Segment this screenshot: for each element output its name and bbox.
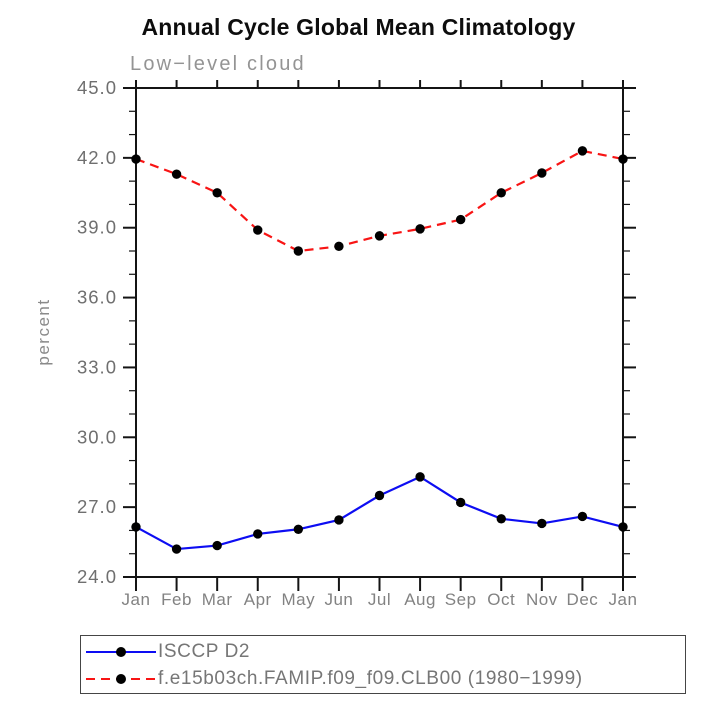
data-point-marker — [131, 154, 141, 164]
series-line-isccp-d2 — [135, 475, 624, 551]
legend-sample-dashed-line — [86, 673, 156, 685]
x-tick-label: Dec — [567, 590, 599, 609]
data-point-marker — [496, 514, 506, 524]
data-point-marker — [415, 472, 425, 482]
data-point-marker — [537, 168, 547, 178]
x-tick-label: Sep — [445, 590, 477, 609]
x-tick-label: May — [282, 590, 316, 609]
x-tick-label: Jan — [609, 590, 638, 609]
y-tick-label: 42.0 — [77, 147, 117, 168]
x-tick-label: Oct — [487, 590, 515, 609]
legend-sample-solid-line — [86, 646, 156, 658]
y-tick-label: 36.0 — [77, 287, 117, 308]
data-point-marker — [618, 154, 628, 164]
y-tick-label: 33.0 — [77, 356, 117, 377]
legend-row-isccp: ISCCP D2 — [81, 638, 685, 665]
data-point-marker — [537, 518, 547, 529]
data-point-marker — [577, 146, 588, 156]
x-tick-label: Jun — [324, 590, 353, 609]
data-point-marker — [496, 188, 506, 198]
x-tick-label: Apr — [244, 590, 272, 609]
data-point-marker — [253, 529, 263, 539]
data-point-marker — [455, 497, 466, 508]
chart-title: Annual Cycle Global Mean Climatology — [141, 14, 576, 40]
legend-box: ISCCP D2 f.e15b03ch.FAMIP.f09_f09.CLB00 … — [80, 635, 686, 694]
y-tick-label: 24.0 — [77, 566, 117, 587]
data-point-marker — [171, 544, 182, 554]
data-point-marker — [212, 188, 222, 198]
data-point-marker — [171, 169, 182, 179]
x-tick-label: Nov — [526, 590, 558, 609]
data-point-marker — [253, 225, 263, 235]
circle-marker-icon — [116, 673, 126, 684]
legend-label: ISCCP D2 — [158, 640, 251, 662]
x-tick-label: Feb — [161, 590, 192, 609]
data-point-marker — [577, 511, 588, 522]
legend-row-model: f.e15b03ch.FAMIP.f09_f09.CLB00 (1980−199… — [81, 665, 685, 692]
legend-label: f.e15b03ch.FAMIP.f09_f09.CLB00 (1980−199… — [158, 667, 583, 689]
x-tick-label: Jul — [368, 590, 391, 609]
circle-marker-icon — [116, 646, 126, 657]
data-point-marker — [374, 490, 385, 501]
x-tick-label: Aug — [404, 590, 436, 609]
x-tick-label: Mar — [202, 590, 233, 609]
data-point-marker — [293, 246, 304, 256]
y-tick-label: 45.0 — [77, 77, 117, 98]
data-point-marker — [334, 241, 344, 252]
chart-subtitle: Low−level cloud — [130, 53, 306, 75]
data-point-marker — [131, 522, 141, 532]
x-tick-label: Jan — [122, 590, 151, 609]
y-tick-label: 39.0 — [77, 217, 117, 238]
data-point-marker — [415, 224, 425, 234]
data-point-marker — [455, 214, 466, 225]
axis-frame — [135, 87, 624, 578]
data-point-marker — [374, 231, 385, 241]
data-point-marker — [212, 540, 222, 551]
y-tick-label: 27.0 — [77, 496, 117, 517]
data-point-marker — [293, 524, 304, 534]
data-point-marker — [618, 522, 628, 532]
data-point-marker — [334, 515, 344, 525]
y-tick-label: 30.0 — [77, 426, 117, 447]
